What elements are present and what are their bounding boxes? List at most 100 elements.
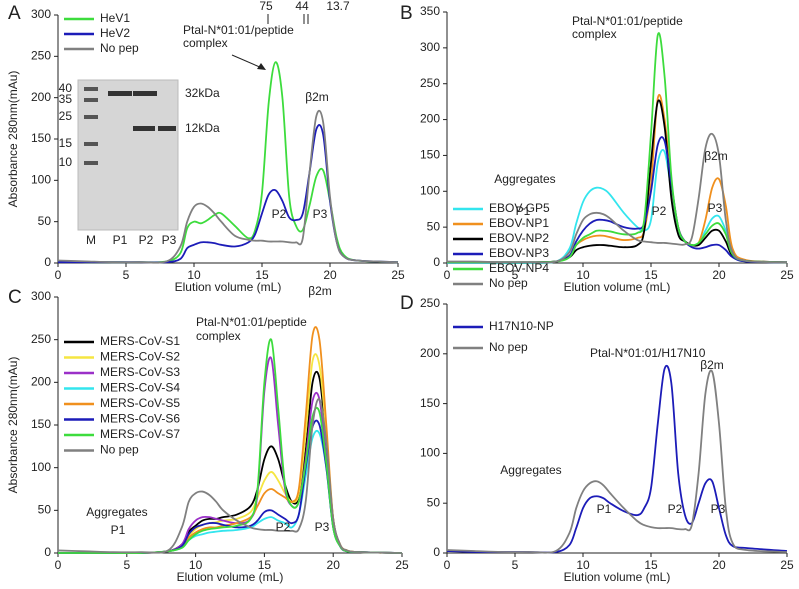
- x-tick-label: 0: [444, 268, 451, 282]
- series-line: [447, 32, 788, 264]
- x-tick-label: 25: [395, 558, 409, 572]
- gel-band: [84, 142, 98, 146]
- x-tick-label: 5: [512, 558, 519, 572]
- y-tick-label: 100: [420, 183, 440, 197]
- legend-label: H17N10-NP: [489, 319, 554, 333]
- annotation: β2m: [305, 90, 329, 104]
- annotation: complex: [196, 329, 241, 343]
- annotation: P3: [708, 201, 723, 215]
- annotation: P3: [313, 207, 328, 221]
- legend-label: MERS-CoV-S2: [100, 350, 180, 364]
- x-axis-label: Elution volume (mL): [564, 570, 671, 584]
- legend-label: HeV2: [100, 26, 130, 40]
- arrow: [231, 54, 263, 69]
- y-tick-label: 0: [44, 545, 51, 559]
- y-tick-label: 350: [420, 4, 440, 18]
- legend-label: MERS-CoV-S7: [100, 427, 180, 441]
- gel-lane-label: P2: [139, 233, 154, 247]
- y-tick-label: 150: [420, 148, 440, 162]
- x-tick-label: 5: [512, 268, 519, 282]
- legend-label: EBOV-GP5: [489, 201, 550, 215]
- y-tick-label: 200: [420, 112, 440, 126]
- x-tick-label: 15: [644, 558, 658, 572]
- size-marker: 13.7: [326, 0, 350, 13]
- legend-label: No pep: [100, 41, 139, 55]
- legend-label: No pep: [489, 276, 528, 290]
- legend-label: MERS-CoV-S1: [100, 334, 180, 348]
- series-line: [58, 338, 403, 555]
- gel-marker-label: 40: [59, 81, 73, 95]
- legend-label: MERS-CoV-S3: [100, 365, 180, 379]
- size-marker: 75: [259, 0, 273, 13]
- x-tick-label: 25: [780, 558, 794, 572]
- annotation: Aggregates: [494, 172, 555, 186]
- annotation: β2m: [308, 284, 332, 298]
- y-axis-label: Absorbance 280nm(mAu): [6, 71, 20, 208]
- x-tick-label: 5: [123, 558, 130, 572]
- legend-label: EBOV-NP1: [489, 216, 549, 230]
- gel-marker-label: 25: [59, 109, 73, 123]
- gel-marker-label: 15: [59, 136, 73, 150]
- x-tick-label: 0: [444, 558, 451, 572]
- gel-lane-label: P3: [162, 233, 177, 247]
- gel-band: [84, 161, 98, 165]
- y-tick-label: 0: [433, 255, 440, 269]
- series-line: [57, 109, 399, 264]
- y-tick-label: 300: [420, 40, 440, 54]
- size-marker: 44: [295, 0, 309, 13]
- annotation: P1: [597, 502, 612, 516]
- y-tick-label: 300: [31, 7, 51, 21]
- x-axis-label: Elution volume (mL): [564, 280, 671, 294]
- y-tick-label: 200: [31, 375, 51, 389]
- annotation: Ptal-N*01:01/H17N10: [590, 346, 706, 360]
- gel-lane-label: P1: [113, 233, 128, 247]
- arrow-head: [257, 63, 266, 70]
- x-tick-label: 15: [258, 558, 272, 572]
- gel-size-label: 12kDa: [185, 121, 220, 135]
- annotation: P1: [516, 204, 531, 218]
- y-tick-label: 200: [420, 346, 440, 360]
- x-tick-label: 0: [55, 558, 62, 572]
- series-line: [58, 124, 399, 264]
- annotation: P2: [652, 204, 667, 218]
- series-line: [447, 136, 788, 264]
- annotation: Ptal-N*01:01/peptide: [183, 23, 294, 37]
- annotation: P2: [276, 520, 291, 534]
- y-tick-label: 250: [31, 49, 51, 63]
- y-tick-label: 100: [31, 460, 51, 474]
- annotation: P3: [711, 502, 726, 516]
- x-tick-label: 0: [55, 268, 62, 282]
- gel-band: [133, 91, 157, 96]
- annotation: β2m: [700, 358, 724, 372]
- annotation: P1: [111, 523, 126, 537]
- annotation: β2m: [704, 149, 728, 163]
- y-tick-label: 200: [31, 90, 51, 104]
- series-line: [446, 132, 788, 264]
- panel-letter: A: [8, 3, 21, 24]
- gel-marker-label: 35: [59, 92, 73, 106]
- y-tick-label: 150: [31, 131, 51, 145]
- annotation: complex: [183, 36, 228, 50]
- x-tick-label: 25: [780, 268, 794, 282]
- gel-size-label: 32kDa: [185, 86, 220, 100]
- y-tick-label: 0: [433, 545, 440, 559]
- x-tick-label: 10: [189, 558, 203, 572]
- series-line: [447, 149, 788, 265]
- y-axis-label: Absorbance 280nm(mAu): [6, 357, 20, 494]
- panel-letter: B: [400, 3, 413, 24]
- legend-label: HeV1: [100, 11, 130, 25]
- gel-band: [158, 126, 176, 131]
- annotation: P3: [315, 520, 330, 534]
- legend-label: MERS-CoV-S5: [100, 396, 180, 410]
- gel: [77, 79, 179, 231]
- x-tick-label: 10: [576, 268, 590, 282]
- panel-letter: C: [8, 287, 22, 308]
- x-tick-label: 20: [712, 268, 726, 282]
- x-axis-label: Elution volume (mL): [177, 570, 284, 584]
- legend-label: No pep: [489, 340, 528, 354]
- gel-lane-label: M: [86, 233, 96, 247]
- annotation: Ptal-N*01:01/peptide: [196, 315, 307, 329]
- gel-marker-label: 10: [59, 155, 73, 169]
- annotation: complex: [572, 27, 617, 41]
